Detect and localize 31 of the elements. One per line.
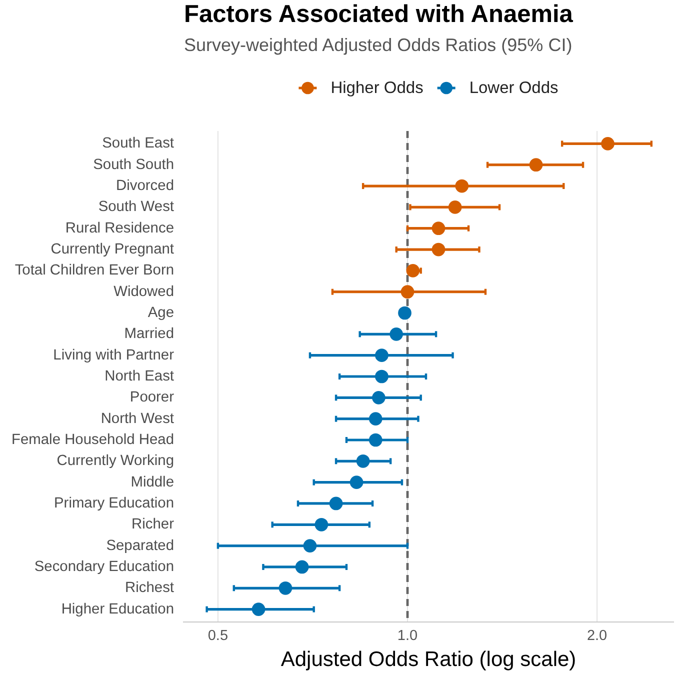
y-tick-label: Poorer xyxy=(130,390,174,406)
y-tick-label: Living with Partner xyxy=(53,347,174,364)
y-tick-label: Richer xyxy=(132,516,174,533)
x-axis-title: Adjusted Odds Ratio (log scale) xyxy=(280,648,576,671)
y-tick-label: South East xyxy=(102,136,174,152)
y-tick-label: Widowed xyxy=(114,284,174,300)
y-tick-label: South South xyxy=(93,156,174,173)
y-tick-label: Age xyxy=(148,305,174,322)
y-tick-label: Separated xyxy=(106,538,174,554)
y-tick-label: Richest xyxy=(125,580,174,596)
y-tick-label: Total Children Ever Born xyxy=(14,262,174,279)
chart-title: Factors Associated with Anaemia xyxy=(184,1,574,28)
y-tick-label: North West xyxy=(100,410,174,427)
y-tick-label: South West xyxy=(98,199,174,216)
y-tick-label: Primary Education xyxy=(54,495,174,512)
legend-label: Higher Odds xyxy=(330,79,424,97)
y-tick-label: Rural Residence xyxy=(65,220,174,236)
legend-label: Lower Odds xyxy=(469,79,558,97)
y-tick-label: Married xyxy=(124,326,174,342)
x-tick-label: 2.0 xyxy=(586,628,608,644)
y-tick-label: Middle xyxy=(130,474,174,490)
y-tick-label: Higher Education xyxy=(61,601,174,618)
chart-subtitle: Survey-weighted Adjusted Odds Ratios (95% CI) xyxy=(184,35,572,55)
y-tick-label: North East xyxy=(104,368,174,384)
x-tick-label: 1.0 xyxy=(397,628,418,644)
y-tick-label: Female Household Head xyxy=(12,432,174,448)
x-tick-label: 0.5 xyxy=(208,628,228,644)
y-tick-label: Currently Working xyxy=(56,453,174,470)
y-tick-label: Currently Pregnant xyxy=(50,242,174,258)
y-tick-label: Secondary Education xyxy=(34,558,174,575)
y-tick-label: Divorced xyxy=(116,178,174,194)
